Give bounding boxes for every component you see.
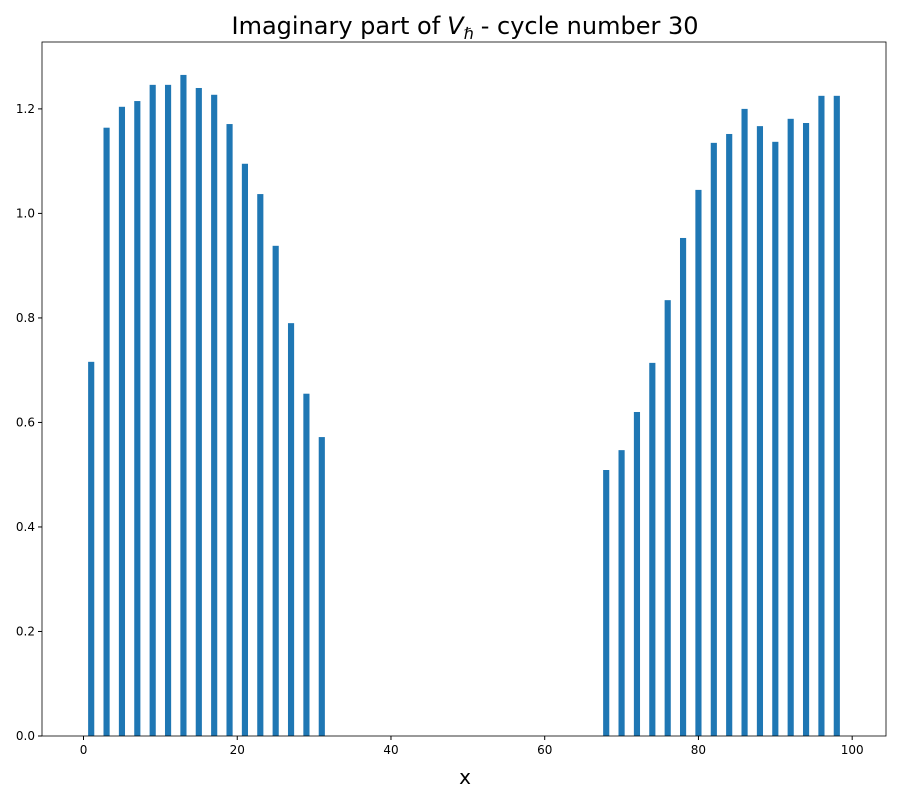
x-tick-label: 100	[841, 743, 864, 757]
chart-title: Imaginary part of Vℏ - cycle number 30	[231, 12, 698, 43]
bar	[211, 94, 218, 737]
y-tick-label: 0.8	[16, 311, 35, 325]
bar	[802, 123, 810, 736]
bar	[756, 126, 764, 737]
bar	[164, 84, 172, 736]
x-tick-label: 80	[691, 743, 706, 757]
bar	[134, 101, 141, 736]
bar	[272, 245, 279, 736]
y-tick-label: 0.2	[16, 624, 35, 638]
y-tick-label: 1.2	[16, 102, 35, 116]
bar	[695, 189, 702, 736]
bar	[818, 95, 825, 737]
bar	[287, 323, 295, 736]
title-text: - cycle number 30	[481, 12, 699, 40]
y-tick-label: 0.4	[16, 520, 35, 534]
plot-frame	[41, 41, 887, 737]
bar	[318, 437, 325, 736]
bar	[103, 127, 110, 736]
bar	[118, 106, 126, 736]
y-tick-label: 0.6	[16, 415, 35, 429]
bar	[649, 362, 656, 736]
x-tick-label: 60	[537, 743, 552, 757]
bar	[833, 95, 840, 737]
bar	[772, 141, 779, 736]
y-tick-label: 1.0	[16, 206, 35, 220]
bar	[180, 74, 187, 736]
bar	[633, 411, 641, 736]
x-axis-label: x	[459, 765, 471, 789]
bar	[88, 361, 95, 736]
bar	[241, 163, 249, 736]
y-tick-label: 0.0	[16, 729, 35, 743]
bar	[603, 470, 610, 736]
x-tick-label: 20	[230, 743, 245, 757]
bar	[664, 300, 671, 736]
bar	[303, 393, 310, 736]
x-tick-label: 0	[80, 743, 88, 757]
x-tick-label: 40	[383, 743, 398, 757]
bar	[149, 84, 156, 736]
bar	[257, 194, 264, 736]
title-subscript: ℏ	[464, 24, 474, 43]
title-symbol: V	[447, 12, 465, 40]
bar	[679, 237, 687, 737]
bar	[787, 118, 794, 736]
bar	[195, 87, 202, 736]
bar	[710, 142, 717, 737]
bar	[741, 108, 748, 737]
bar	[726, 133, 733, 737]
bar	[618, 450, 625, 736]
bar	[226, 124, 233, 736]
title-text: Imaginary part of	[231, 12, 440, 40]
